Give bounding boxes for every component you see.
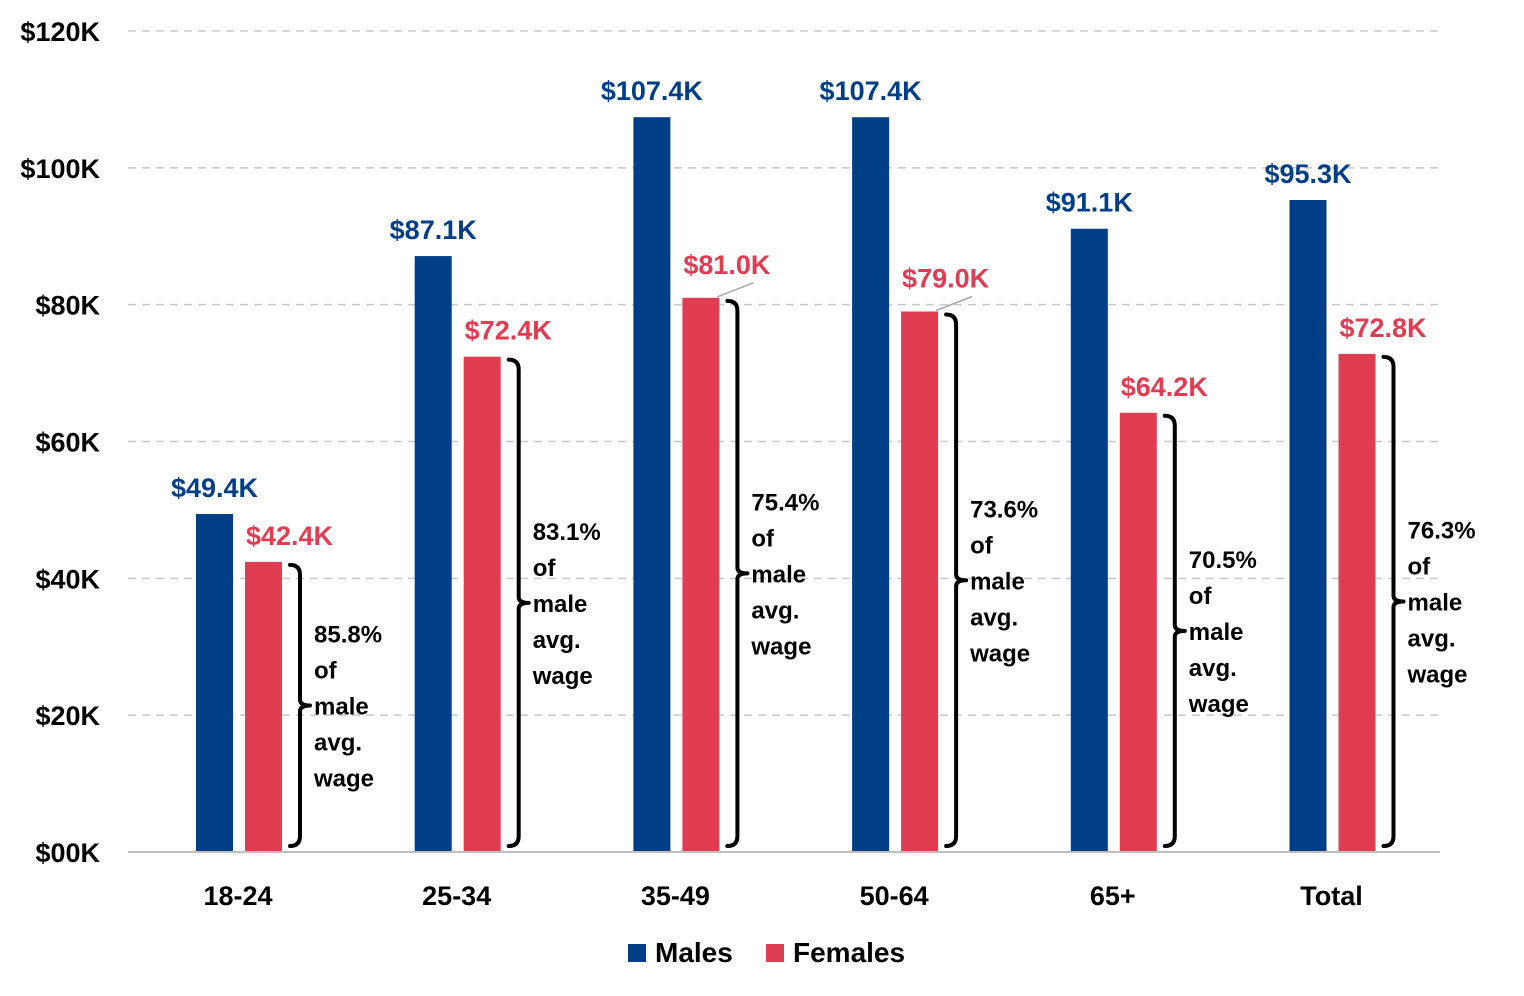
ratio-bracket bbox=[1381, 354, 1406, 848]
x-category-label: 65+ bbox=[1090, 881, 1136, 911]
ratio-annotation-line: wage bbox=[532, 663, 593, 690]
y-tick-label: $00K bbox=[35, 838, 100, 868]
ratio-annotation-line: of bbox=[751, 525, 775, 552]
ratio-annotation-line: wage bbox=[313, 765, 374, 792]
gridlines bbox=[128, 30, 1440, 716]
ratio-annotation-line: avg. bbox=[533, 627, 581, 654]
data-label-males: $91.1K bbox=[1046, 188, 1134, 218]
data-label-males: $49.4K bbox=[171, 473, 259, 503]
ratio-annotation-line: 73.6% bbox=[970, 496, 1038, 523]
x-category-label: 18-24 bbox=[203, 881, 272, 911]
data-label-females: $72.8K bbox=[1339, 313, 1427, 343]
ratio-annotation-line: wage bbox=[969, 640, 1030, 667]
x-category-label: 25-34 bbox=[422, 881, 491, 911]
legend-label: Females bbox=[793, 937, 905, 968]
bar-males bbox=[196, 514, 233, 852]
y-axis-tick-labels: $00K $20K $40K $60K $80K $100K $120K bbox=[20, 17, 100, 868]
bars bbox=[196, 117, 1376, 853]
ratio-annotation-line: of bbox=[1408, 553, 1432, 580]
ratio-annotation-line: wage bbox=[1188, 691, 1249, 718]
y-tick-label: $40K bbox=[35, 564, 100, 594]
data-label-females: $72.4K bbox=[465, 316, 553, 346]
y-tick-label: $80K bbox=[35, 291, 100, 321]
ratio-annotation-line: of bbox=[1189, 583, 1213, 610]
ratio-annotation-line: 75.4% bbox=[751, 489, 819, 516]
data-label-females: $81.0K bbox=[683, 250, 771, 280]
ratio-annotation-line: 70.5% bbox=[1189, 547, 1257, 574]
y-tick-label: $120K bbox=[20, 17, 100, 47]
bar-females bbox=[245, 561, 282, 852]
x-category-label: Total bbox=[1300, 881, 1363, 911]
bar-females bbox=[682, 297, 720, 852]
ratio-annotation-line: avg. bbox=[970, 604, 1018, 631]
y-tick-label: $20K bbox=[35, 701, 100, 731]
ratio-brackets bbox=[288, 298, 1406, 848]
bar-males bbox=[852, 117, 890, 852]
ratio-annotation-line: wage bbox=[1407, 661, 1468, 688]
data-label-females: $42.4K bbox=[246, 521, 334, 551]
data-labels: $49.4K $42.4K $87.1K $72.4K $107.4K $81.0K $10… bbox=[171, 76, 1427, 551]
ratio-bracket bbox=[506, 357, 531, 848]
ratio-annotation-line: of bbox=[533, 555, 557, 582]
data-label-leader-line bbox=[717, 282, 754, 298]
bar-males bbox=[414, 256, 452, 852]
ratio-annotation-line: male bbox=[1189, 619, 1244, 646]
ratio-annotation-line: 76.3% bbox=[1408, 517, 1476, 544]
bar-females bbox=[463, 356, 501, 852]
ratio-bracket bbox=[288, 562, 312, 848]
data-label-males: $87.1K bbox=[390, 215, 478, 245]
legend: Males Females bbox=[628, 937, 905, 968]
ratio-annotation-line: avg. bbox=[751, 597, 799, 624]
ratio-annotations: 85.8% of male avg. wage 83.1% of male avg. wage 75… bbox=[313, 489, 1476, 792]
ratio-bracket bbox=[944, 312, 969, 848]
y-tick-label: $100K bbox=[20, 154, 100, 184]
data-label-females: $79.0K bbox=[902, 264, 990, 294]
ratio-annotation-line: avg. bbox=[314, 729, 362, 756]
ratio-annotation-line: avg. bbox=[1408, 625, 1456, 652]
bar-females bbox=[901, 311, 939, 853]
ratio-bracket bbox=[1162, 413, 1187, 848]
ratio-annotation-line: avg. bbox=[1189, 655, 1237, 682]
data-label-males: $107.4K bbox=[601, 76, 704, 106]
bar-males bbox=[1289, 199, 1327, 853]
x-axis-category-labels: 18-24 25-34 35-49 50-64 65+ Total bbox=[203, 881, 1362, 911]
bar-males bbox=[633, 117, 671, 852]
ratio-annotation-line: male bbox=[314, 693, 369, 720]
y-tick-label: $60K bbox=[35, 428, 100, 458]
data-label-males: $95.3K bbox=[1264, 159, 1352, 189]
x-category-label: 35-49 bbox=[641, 881, 710, 911]
ratio-annotation-line: male bbox=[751, 561, 806, 588]
data-label-males: $107.4K bbox=[820, 76, 923, 106]
ratio-annotation-line: male bbox=[970, 568, 1025, 595]
bar-females bbox=[1338, 353, 1376, 852]
bar-males bbox=[1070, 228, 1108, 852]
ratio-annotation-line: male bbox=[1408, 589, 1463, 616]
legend-swatch bbox=[628, 944, 646, 962]
data-label-females: $64.2K bbox=[1121, 372, 1209, 402]
legend-swatch bbox=[766, 944, 784, 962]
bar-females bbox=[1119, 412, 1157, 852]
ratio-annotation-line: wage bbox=[750, 633, 811, 660]
ratio-annotation-line: male bbox=[533, 591, 588, 618]
data-label-leader-line bbox=[935, 295, 973, 312]
ratio-annotation-line: 83.1% bbox=[533, 519, 601, 546]
ratio-annotation-line: of bbox=[314, 657, 338, 684]
ratio-annotation-line: 85.8% bbox=[314, 621, 382, 648]
legend-label: Males bbox=[655, 937, 733, 968]
x-category-label: 50-64 bbox=[860, 881, 929, 911]
ratio-annotation-line: of bbox=[970, 532, 994, 559]
ratio-bracket bbox=[725, 298, 750, 848]
